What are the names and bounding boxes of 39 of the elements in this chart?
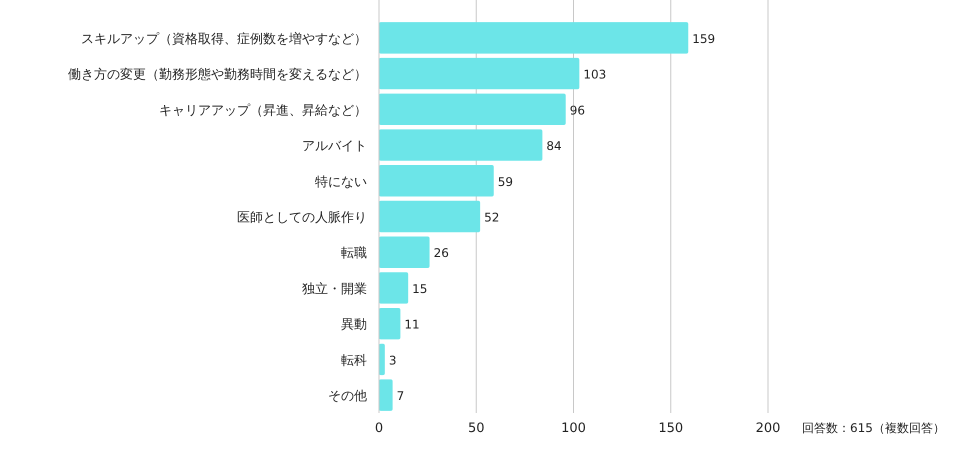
bar (379, 129, 542, 161)
x-tick-label: 100 (561, 421, 586, 436)
x-tick-label: 200 (756, 421, 780, 436)
x-tick-label: 0 (374, 421, 384, 436)
bar (379, 22, 688, 54)
y-tick-label: 医師としての人脈作り (237, 210, 367, 226)
data-label: 103 (583, 68, 606, 82)
y-tick-label: 特にない (315, 174, 367, 190)
bar (379, 344, 385, 376)
data-label: 52 (484, 210, 500, 224)
text: 回答数：615（複数回答） (802, 421, 945, 435)
bar (379, 165, 494, 196)
bar (379, 200, 480, 232)
y-tick-label: その他 (328, 389, 367, 404)
data-label: 59 (498, 174, 514, 189)
data-label: 7 (396, 389, 404, 404)
bar (379, 379, 393, 411)
data-label: 3 (388, 353, 396, 368)
y-tick-label: アルバイト (302, 139, 367, 154)
data-label: 96 (570, 103, 585, 118)
data-label: 159 (692, 32, 716, 46)
y-tick-label: スキルアップ（資格取得、症例数を増やすなど） (81, 30, 367, 47)
y-tick-label: 独立・開業 (302, 280, 367, 297)
bar (379, 236, 430, 268)
bar (379, 58, 580, 90)
data-label: 15 (412, 282, 428, 296)
y-tick-label: 働き方の変更（勤務形態や勤務時間を変えるなど） (68, 66, 367, 83)
y-tick-label: キャリアアップ（昇進、昇給など） (159, 103, 367, 118)
y-tick-label: 転科 (341, 353, 367, 368)
bar (379, 94, 566, 126)
y-tick-label: 異動 (341, 318, 367, 333)
data-label: 26 (434, 246, 449, 260)
data-label: 11 (404, 318, 420, 332)
bar (379, 308, 400, 340)
x-tick-label: 150 (658, 421, 684, 436)
y-tick-label: 転職 (341, 246, 367, 262)
data-label: 84 (546, 139, 562, 154)
x-tick-label: 50 (468, 421, 485, 436)
bar (379, 272, 408, 304)
